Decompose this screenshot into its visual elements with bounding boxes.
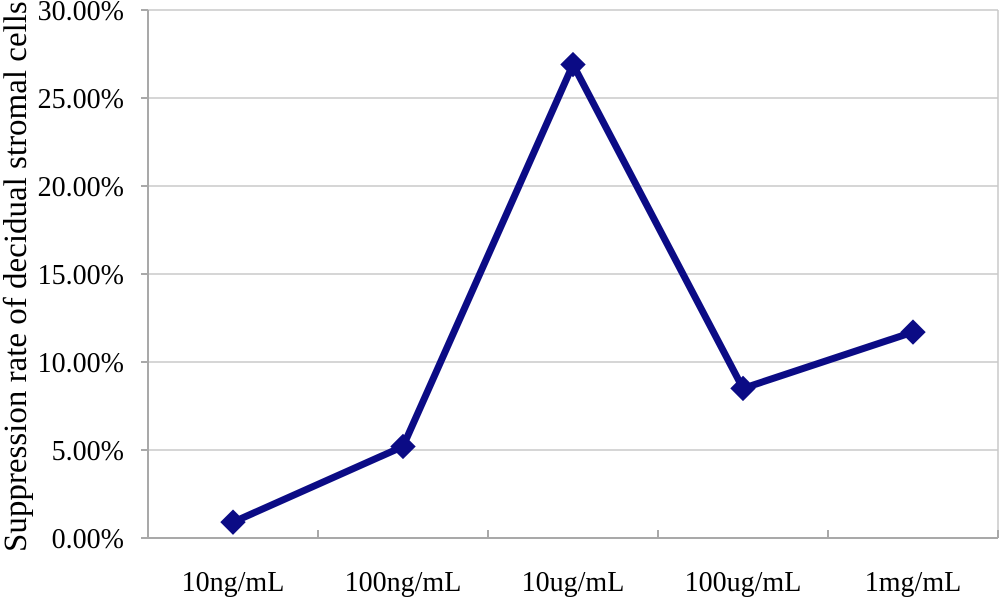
y-tick-label: 10.00% (38, 348, 124, 379)
y-tick-label: 0.00% (52, 524, 124, 555)
data-point-marker (220, 509, 246, 535)
data-point-marker (730, 375, 756, 402)
x-category-label: 1mg/mL (865, 567, 961, 598)
x-category-label: 100ug/mL (685, 567, 802, 598)
x-category-label: 100ng/mL (345, 567, 462, 598)
y-tick-label: 25.00% (38, 84, 124, 115)
x-category-label: 10ug/mL (522, 567, 625, 598)
y-tick-label: 5.00% (52, 436, 124, 467)
data-line (229, 56, 917, 526)
y-tick-label: 20.00% (38, 172, 124, 203)
data-point-marker (390, 433, 416, 460)
x-category-label: 10ng/mL (182, 567, 285, 598)
y-tick-label: 15.00% (38, 260, 124, 291)
y-tick-label: 30.00% (38, 0, 124, 27)
data-point-marker (560, 51, 586, 78)
y-axis-title: Suppression rate of decidual stromal cel… (0, 1, 34, 552)
data-point-marker (900, 319, 926, 345)
